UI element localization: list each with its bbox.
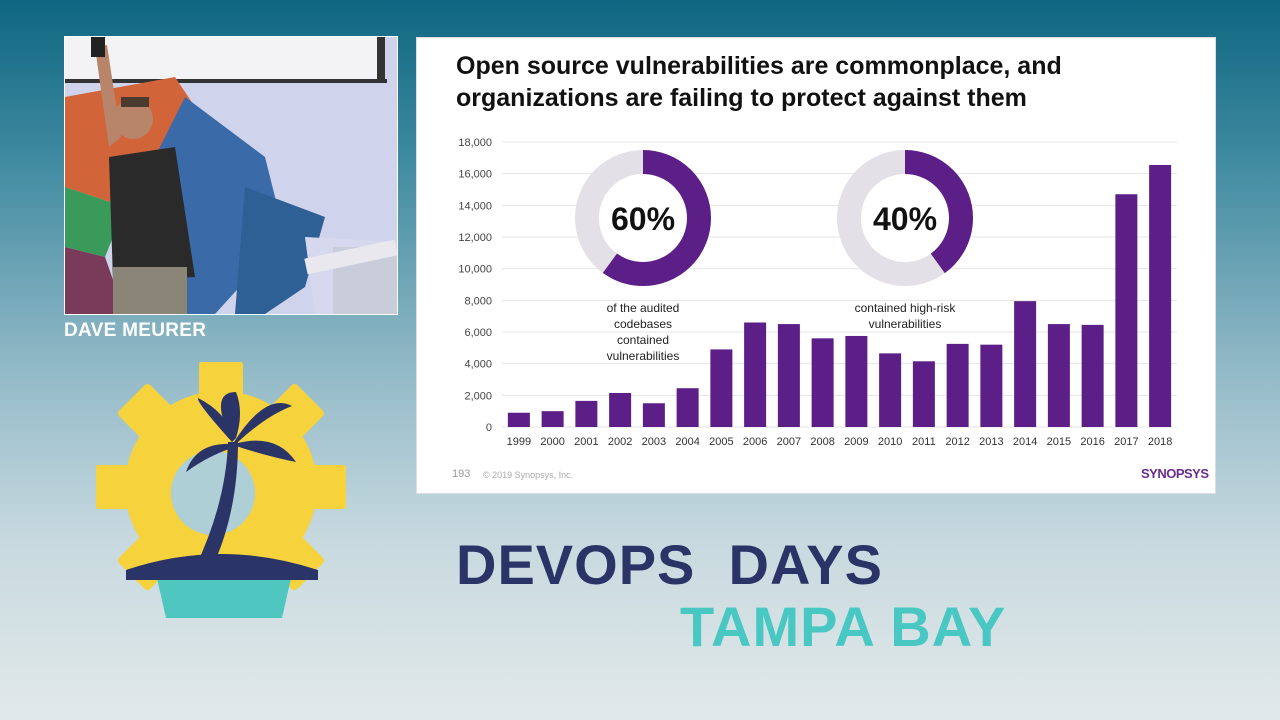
presentation-slide: Open source vulnerabilities are commonpl… <box>416 37 1216 494</box>
y-tick-label: 4,000 <box>464 359 492 371</box>
x-tick-label: 2000 <box>540 436 564 448</box>
x-tick-label: 2007 <box>777 436 801 448</box>
x-tick-label: 2018 <box>1148 436 1172 448</box>
gear-palm-icon <box>95 361 347 618</box>
donut-hole <box>599 174 687 262</box>
bar <box>575 400 598 427</box>
donut-caption-line: of the audited <box>607 301 680 315</box>
bar <box>507 412 530 427</box>
copyright-text: © 2019 Synopsys, Inc. <box>483 470 574 480</box>
speaker-video-scene <box>65 37 397 314</box>
donut-fill <box>837 150 973 286</box>
bar <box>1047 324 1070 427</box>
bar <box>912 361 935 427</box>
donut-percent-label: 60% <box>611 201 675 237</box>
bar <box>879 353 902 427</box>
bar <box>1115 194 1138 427</box>
y-tick-label: 14,000 <box>458 200 492 212</box>
bar <box>980 344 1003 427</box>
bar <box>541 411 564 427</box>
y-tick-label: 18,000 <box>458 137 492 149</box>
event-title-line2: TAMPA BAY <box>680 595 1007 658</box>
bar <box>744 322 767 427</box>
y-tick-label: 0 <box>486 422 492 434</box>
x-tick-label: 2008 <box>810 436 834 448</box>
x-tick-label: 2009 <box>844 436 868 448</box>
bar <box>946 343 969 427</box>
bar <box>811 338 834 427</box>
x-tick-label: 1999 <box>507 436 531 448</box>
donut-caption-line: vulnerabilities <box>607 349 680 363</box>
bar <box>1014 301 1037 427</box>
donut-fill <box>575 150 711 286</box>
y-tick-label: 12,000 <box>458 232 492 244</box>
x-tick-label: 2001 <box>574 436 598 448</box>
slide-title: Open source vulnerabilities are commonpl… <box>456 50 1196 114</box>
x-tick-label: 2016 <box>1080 436 1104 448</box>
y-tick-label: 8,000 <box>464 295 492 307</box>
donut-caption-line: contained high-risk <box>855 301 957 315</box>
y-tick-label: 2,000 <box>464 390 492 402</box>
donut-caption-line: vulnerabilities <box>869 317 942 331</box>
donut-caption-line: codebases <box>614 317 672 331</box>
synopsys-logo: SYNOPSYS <box>1141 466 1209 481</box>
bar <box>845 335 868 427</box>
x-tick-label: 2004 <box>675 436 699 448</box>
bar <box>642 403 665 427</box>
bar <box>1081 324 1104 427</box>
x-tick-label: 2005 <box>709 436 733 448</box>
x-tick-label: 2003 <box>642 436 666 448</box>
bar <box>777 324 800 427</box>
x-tick-label: 2002 <box>608 436 632 448</box>
bar <box>1149 164 1172 427</box>
y-tick-label: 16,000 <box>458 169 492 181</box>
bar <box>710 349 733 427</box>
bar <box>609 392 632 427</box>
devopsdays-gear-palm-logo <box>95 361 347 620</box>
x-tick-label: 2011 <box>912 436 936 448</box>
bar <box>676 388 699 427</box>
speaker-video <box>64 36 398 315</box>
event-title-line1: DEVOPS DAYS <box>456 533 883 596</box>
x-tick-label: 2012 <box>945 436 969 448</box>
x-tick-label: 2014 <box>1013 436 1037 448</box>
slide-number: 193 <box>452 468 471 480</box>
vulnerabilities-bar-chart: 0 2,000 4,000 6,000 8,000 10,000 12,000 14,000 1… <box>458 137 1177 448</box>
slide-title-line2: organizations are failing to protect aga… <box>456 84 1027 112</box>
donut-caption-line: contained <box>617 333 669 347</box>
y-tick-label: 10,000 <box>458 264 492 276</box>
y-tick-label: 6,000 <box>464 327 492 339</box>
x-tick-label: 2017 <box>1114 436 1138 448</box>
slide-title-line1: Open source vulnerabilities are commonpl… <box>456 52 1062 80</box>
x-tick-label: 2013 <box>979 436 1003 448</box>
donut-hole <box>861 174 949 262</box>
donut-percent-label: 40% <box>873 201 937 237</box>
speaker-name: DAVE MEURER <box>64 320 207 341</box>
x-tick-label: 2015 <box>1047 436 1071 448</box>
x-tick-label: 2006 <box>743 436 767 448</box>
x-tick-label: 2010 <box>878 436 902 448</box>
